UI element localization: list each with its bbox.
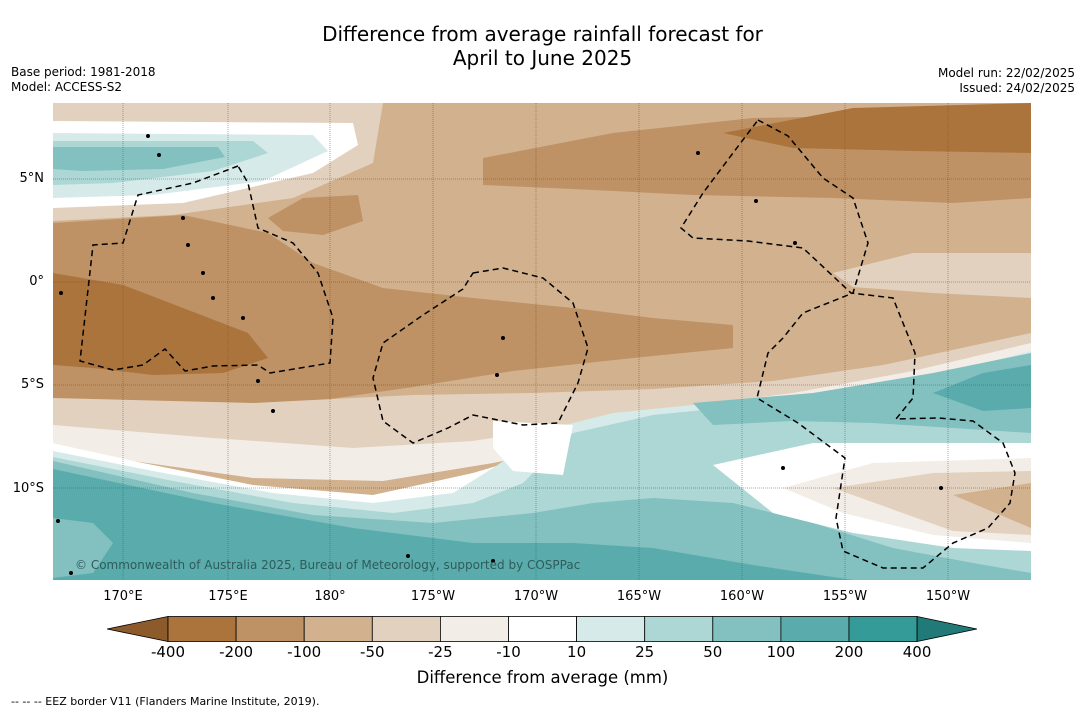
colorbar-swatch [235, 616, 305, 642]
contour-region [53, 333, 1031, 458]
contour-region [53, 469, 853, 580]
colorbar-swatch [371, 616, 441, 642]
lon-label: 170°W [513, 589, 559, 604]
contour-region [693, 353, 1031, 433]
contour-region [833, 253, 1031, 298]
colorbar-swatch [508, 616, 577, 642]
contour-region [53, 273, 268, 375]
graticule [53, 103, 1031, 580]
colorbar-tick-label: -25 [428, 643, 453, 661]
colorbar-label: Difference from average (mm) [416, 668, 669, 687]
colorbar-tick-label: 100 [766, 643, 796, 661]
lat-label: 0° [29, 274, 44, 289]
colorbar-swatch [439, 616, 509, 642]
issued-text: Issued: 24/02/2025 [959, 81, 1075, 95]
colorbar-swatch [644, 616, 714, 642]
lon-label: 160°W [719, 589, 765, 604]
colorbar-swatch [780, 616, 850, 642]
colorbar-swatch [576, 616, 646, 642]
lon-label: 155°W [822, 589, 868, 604]
contour-region [53, 147, 225, 171]
lat-label: 10°S [12, 481, 44, 496]
colorbar-tick-label: -10 [496, 643, 521, 661]
contour-region [723, 103, 1031, 153]
lat-label: 5°S [20, 377, 44, 392]
title-line-2: April to June 2025 [452, 46, 633, 70]
colorbar-tick-label: -100 [287, 643, 322, 661]
eez-borders [79, 119, 1016, 569]
colorbar-tick-label: 400 [902, 643, 932, 661]
colorbar-extend-high [916, 616, 977, 642]
lon-label: 170°E [103, 589, 143, 604]
colorbar-tick-label: -50 [360, 643, 385, 661]
colorbar-tick-label: 50 [703, 643, 723, 661]
colorbar-tick-label: 10 [567, 643, 587, 661]
colorbar-tick-label: 200 [834, 643, 864, 661]
model-text: Model: ACCESS-S2 [11, 80, 123, 94]
model-run-text: Model run: 22/02/2025 [937, 66, 1075, 80]
contour-region [53, 343, 1031, 481]
chart-title: Difference from average rainfall forecas… [0, 22, 1085, 70]
colorbar-swatch [712, 616, 782, 642]
lon-label: 165°W [616, 589, 662, 604]
lon-label: 180° [314, 589, 346, 604]
contour-region [268, 195, 363, 235]
colorbar-swatch [303, 616, 373, 642]
colorbar [107, 616, 977, 642]
base-period-text: Base period: 1981-2018 [11, 65, 156, 79]
colorbar-extend-low [107, 616, 169, 642]
colorbar-swatch [848, 616, 918, 642]
colorbar-tick-label: 25 [635, 643, 655, 661]
lon-label: 150°W [925, 589, 971, 604]
lon-label: 175°W [410, 589, 456, 604]
metadata-right: Model run: 22/02/2025 Issued: 24/02/2025 [938, 66, 1075, 96]
contour-region [53, 518, 113, 578]
colorbar-tick-label: -400 [150, 643, 186, 661]
contour-region [833, 471, 1031, 535]
title-line-1: Difference from average rainfall forecas… [322, 22, 763, 46]
colorbar-swatch [167, 616, 237, 642]
eez-legend-footnote: -- -- -- EEZ border V11 (Flanders Marine… [11, 695, 320, 708]
lon-label: 175°E [208, 589, 248, 604]
colorbar-tick-label: -200 [219, 643, 254, 661]
metadata-left: Base period: 1981-2018 Model: ACCESS-S2 [11, 65, 156, 95]
rainfall-map [53, 103, 1031, 580]
islands [56, 134, 943, 575]
contour-region [933, 365, 1031, 411]
copyright-notice: © Commonwealth of Australia 2025, Bureau… [75, 558, 581, 572]
lat-label: 5°N [19, 171, 45, 186]
contour-region [493, 421, 573, 475]
